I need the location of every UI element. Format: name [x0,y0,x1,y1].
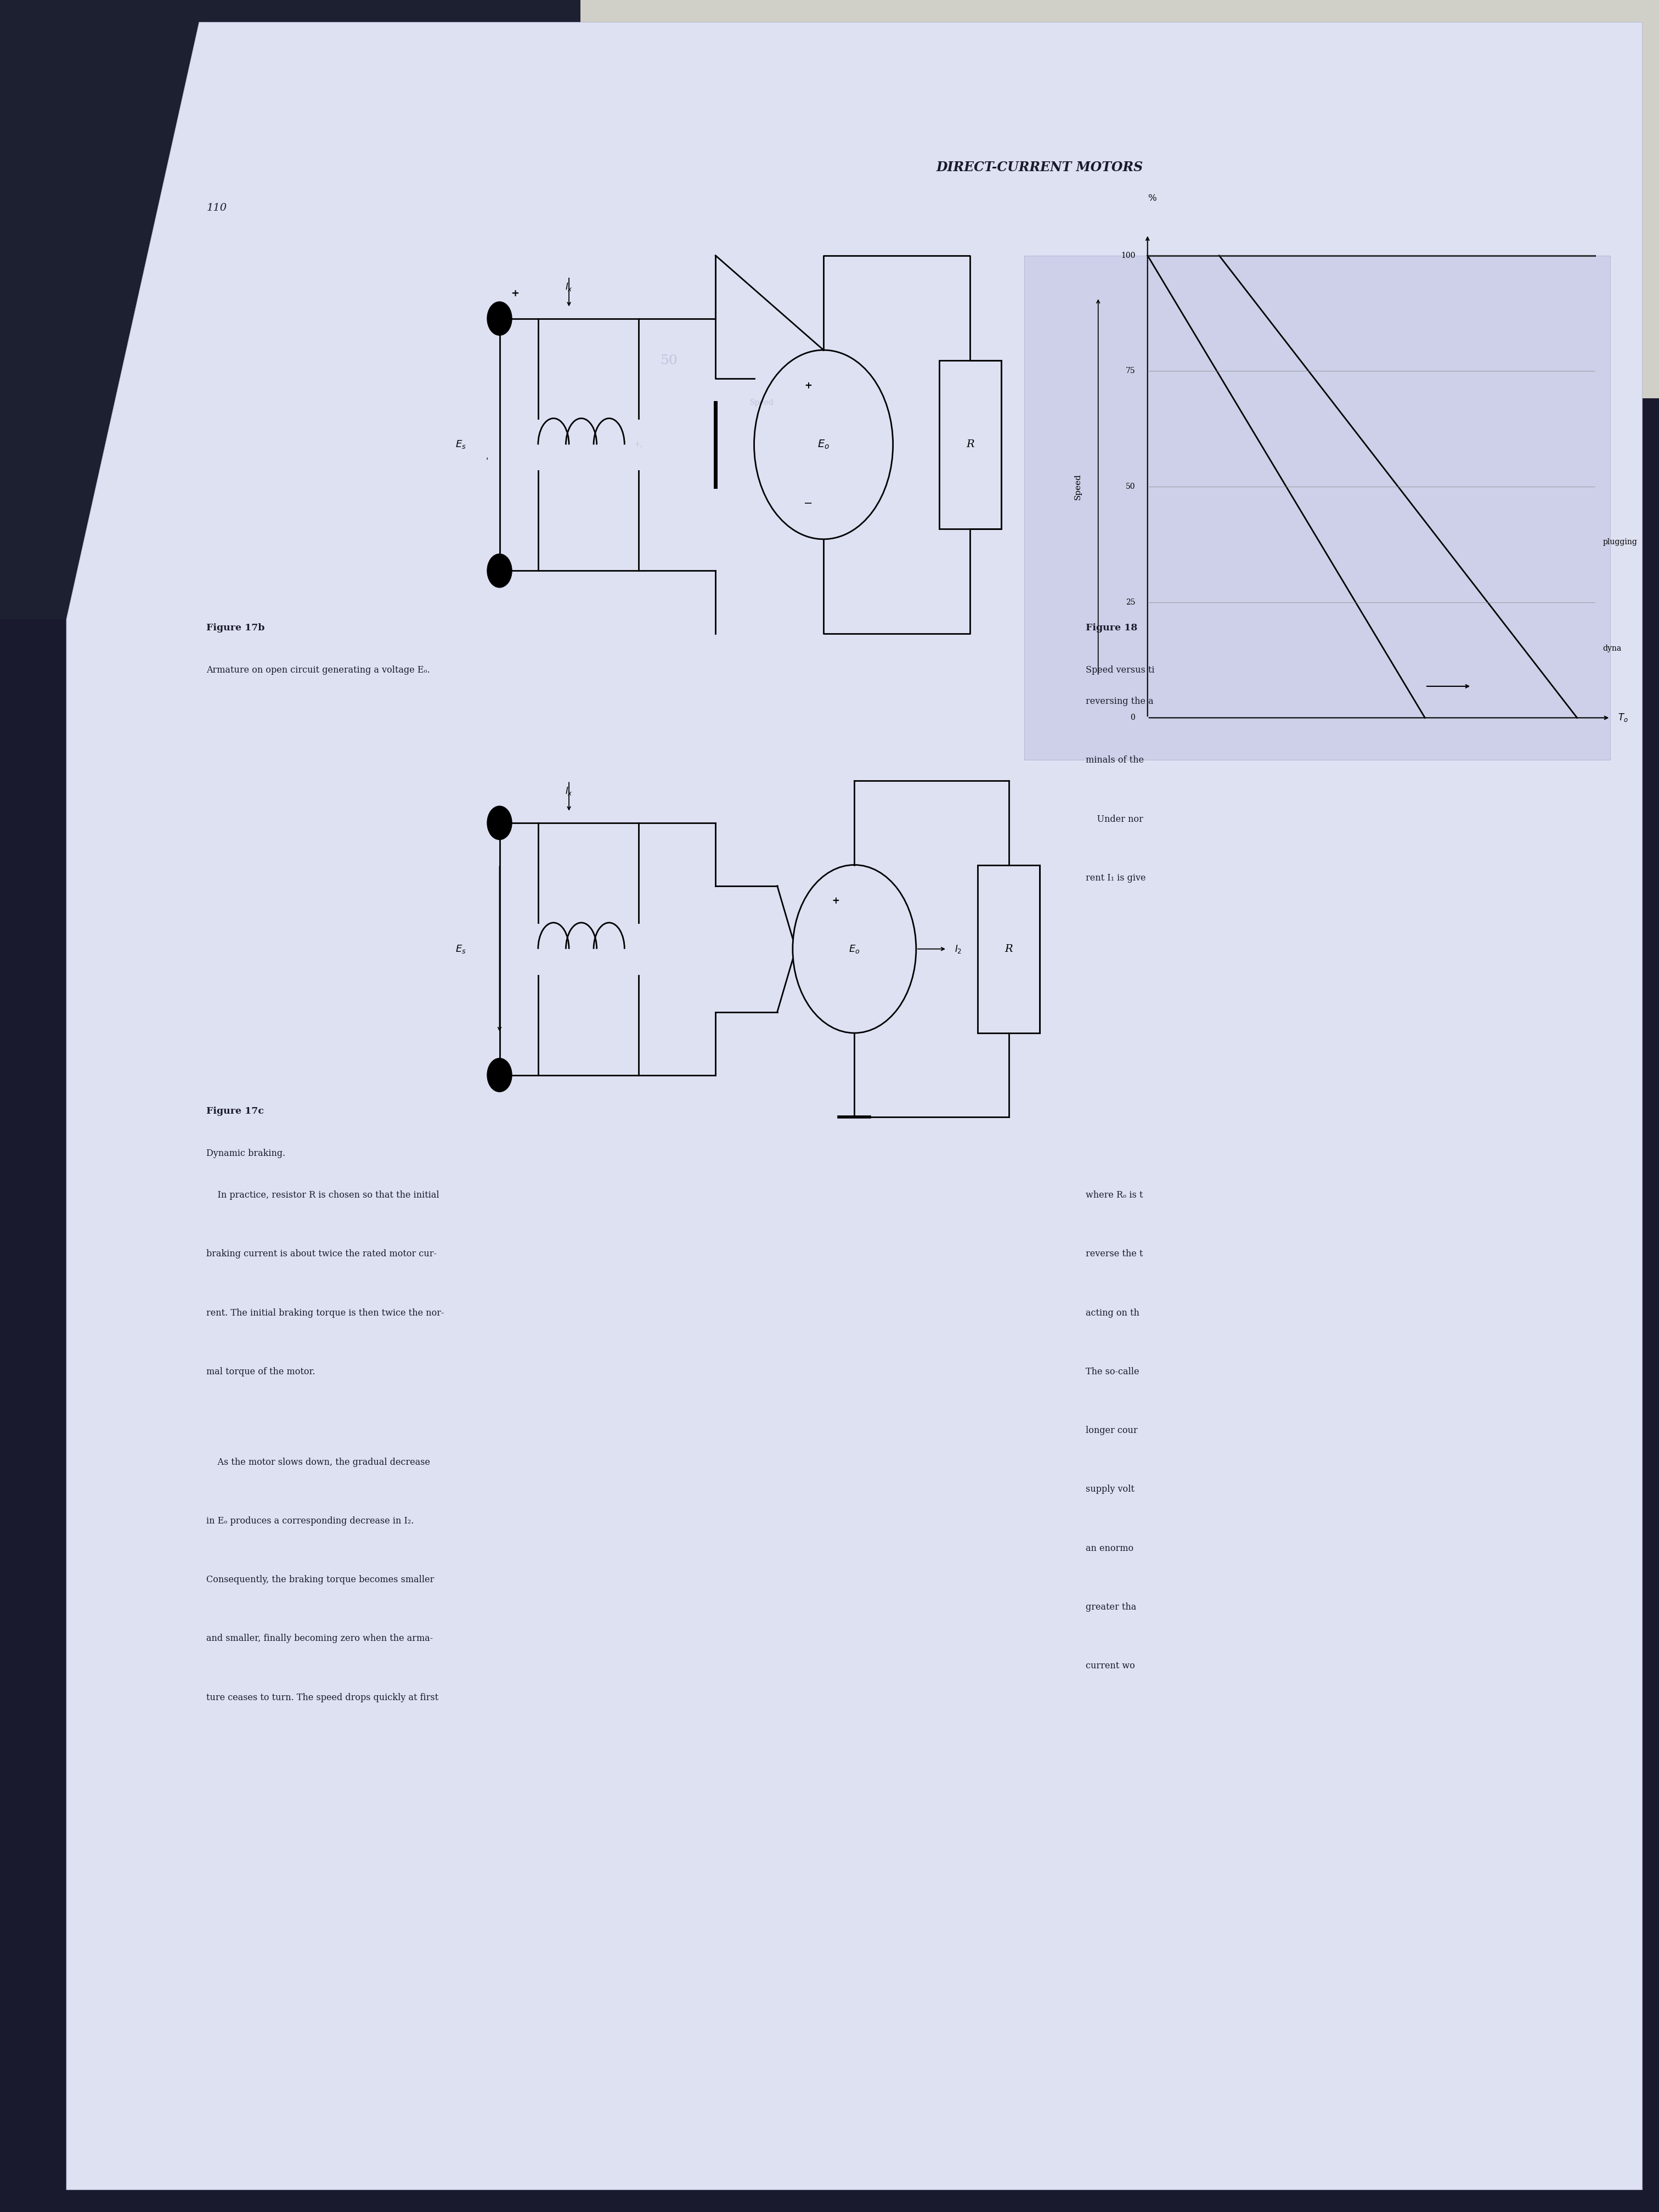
Text: +,: +, [634,440,642,449]
Text: 110: 110 [206,204,227,212]
Text: rent. The initial braking torque is then twice the nor-: rent. The initial braking torque is then… [206,1307,445,1318]
Text: $E_s$: $E_s$ [456,945,466,953]
Text: $E_o$: $E_o$ [818,438,830,451]
Text: 50: 50 [1125,482,1135,491]
Text: current wo: current wo [1087,1661,1135,1670]
Text: 75: 75 [1125,367,1135,374]
Circle shape [488,301,513,336]
Text: Figure 18: Figure 18 [1087,624,1138,633]
Circle shape [488,1057,513,1093]
Text: Figure 17b: Figure 17b [206,624,265,633]
Text: +: + [511,288,519,299]
Circle shape [488,805,513,841]
Polygon shape [66,22,1642,2190]
Text: rent I₁ is give: rent I₁ is give [1087,874,1146,883]
Text: 50: 50 [660,354,679,367]
Text: an enormo: an enormo [1087,1544,1133,1553]
Text: The so-calle: The so-calle [1087,1367,1140,1376]
Text: 0: 0 [1130,714,1135,721]
Text: $I_x$: $I_x$ [566,785,572,796]
Text: dyna: dyna [1603,644,1621,653]
Bar [939,361,1000,529]
Text: +: + [833,896,839,905]
Text: DIRECT-CURRENT MOTORS: DIRECT-CURRENT MOTORS [936,161,1143,175]
Text: R: R [966,440,974,449]
Text: Figure 17c: Figure 17c [206,1106,264,1115]
Text: Dynamic braking.: Dynamic braking. [206,1148,285,1157]
Text: where Rₒ is t: where Rₒ is t [1087,1190,1143,1199]
Text: 100: 100 [1121,252,1135,259]
Text: ture ceases to turn. The speed drops quickly at first: ture ceases to turn. The speed drops qui… [206,1692,438,1703]
Text: %: % [1148,195,1156,204]
Text: plugging: plugging [1603,538,1637,546]
Text: −: − [803,498,813,509]
Text: mal torque of the motor.: mal torque of the motor. [206,1367,315,1376]
Text: R: R [1005,945,1012,953]
Text: and smaller, finally becoming zero when the arma-: and smaller, finally becoming zero when … [206,1635,433,1644]
Text: Under nor: Under nor [1087,814,1143,823]
Circle shape [488,553,513,588]
Text: $I_2$: $I_2$ [954,945,962,953]
Text: +: + [805,380,811,392]
Polygon shape [0,0,912,619]
Text: Speed versus ti: Speed versus ti [1087,666,1155,675]
Text: longer cour: longer cour [1087,1427,1138,1436]
Text: $E_o$: $E_o$ [849,945,859,953]
Text: $T_o$: $T_o$ [1618,712,1629,723]
Text: reversing the a: reversing the a [1087,697,1153,706]
Text: braking current is about twice the rated motor cur-: braking current is about twice the rated… [206,1250,436,1259]
Text: 25: 25 [1125,599,1135,606]
Bar [977,865,1040,1033]
Polygon shape [581,0,1659,398]
Bar [1024,257,1611,761]
Text: In practice, resistor R is chosen so that the initial: In practice, resistor R is chosen so tha… [206,1190,440,1199]
Text: Speed: Speed [1075,473,1082,500]
Text: supply volt: supply volt [1087,1484,1135,1493]
Text: ': ' [486,458,488,465]
Text: As the motor slows down, the gradual decrease: As the motor slows down, the gradual dec… [206,1458,430,1467]
Text: $E_s$: $E_s$ [456,440,466,449]
Text: reverse the t: reverse the t [1087,1250,1143,1259]
Text: Speed: Speed [750,398,773,407]
Text: Armature on open circuit generating a voltage Eₒ.: Armature on open circuit generating a vo… [206,666,430,675]
Text: in Eₒ produces a corresponding decrease in I₂.: in Eₒ produces a corresponding decrease … [206,1515,415,1526]
Text: acting on th: acting on th [1087,1307,1140,1318]
Text: greater tha: greater tha [1087,1601,1136,1613]
Text: minals of the: minals of the [1087,757,1145,765]
Text: Consequently, the braking torque becomes smaller: Consequently, the braking torque becomes… [206,1575,435,1584]
Text: $I_x$: $I_x$ [566,281,572,292]
